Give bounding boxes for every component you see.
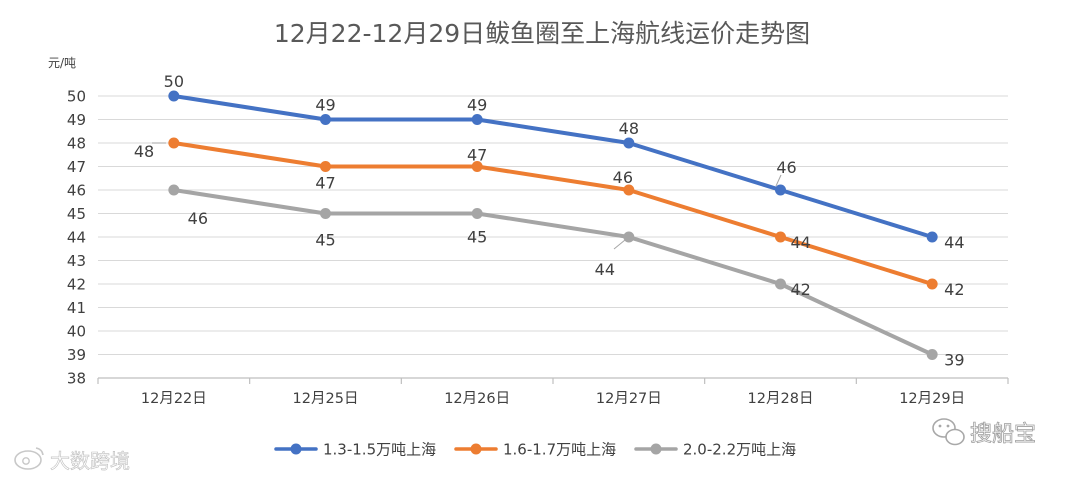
- data-point[interactable]: [926, 349, 938, 360]
- x-tick-label: 12月22日: [141, 391, 207, 407]
- gridlines: [98, 95, 1008, 355]
- data-label: 39: [944, 351, 964, 370]
- data-label: 42: [791, 280, 811, 299]
- y-tick-label: 45: [67, 205, 86, 223]
- legend-item-series-2[interactable]: 1.6-1.7万吨上海: [454, 441, 616, 459]
- y-tick-label: 43: [67, 252, 86, 270]
- legend-item-series-3[interactable]: 2.0-2.2万吨上海: [634, 441, 796, 459]
- data-label: 45: [315, 231, 335, 250]
- y-tick-label: 42: [67, 276, 86, 294]
- data-point[interactable]: [623, 231, 635, 243]
- legend-marker-series-1: [290, 443, 302, 455]
- y-tick-label: 38: [67, 370, 86, 388]
- data-label: 42: [944, 280, 964, 299]
- data-label: 50: [164, 72, 184, 91]
- data-point[interactable]: [471, 161, 483, 172]
- data-point[interactable]: [168, 184, 180, 196]
- data-label: 44: [944, 233, 964, 252]
- series-line-2: [171, 141, 935, 286]
- data-label: 48: [619, 119, 639, 138]
- weibo-logo-icon: [14, 447, 44, 470]
- legend-label-series-1: 1.3-1.5万吨上海: [323, 441, 436, 459]
- legend-label-series-2: 1.6-1.7万吨上海: [503, 441, 616, 459]
- data-label: 46: [776, 158, 796, 177]
- data-point[interactable]: [168, 137, 180, 149]
- data-label: 46: [613, 168, 633, 187]
- data-point[interactable]: [471, 208, 483, 219]
- wechat-logo-icon: [932, 418, 965, 446]
- data-label: 49: [315, 96, 335, 115]
- series-line-3: [171, 188, 935, 357]
- data-label: 49: [467, 96, 487, 115]
- data-point[interactable]: [320, 114, 331, 125]
- y-tick-label: 40: [67, 323, 86, 341]
- label-leader-line: [613, 239, 626, 250]
- data-labels: 50 49 49 48 46 44 48 47 47 46 44 42 46 45 45 44 42 39: [134, 72, 965, 370]
- data-label: 44: [791, 233, 811, 252]
- label-leader-line: [775, 174, 782, 187]
- y-tick-label: 46: [67, 182, 86, 200]
- x-tick-label: 12月25日: [293, 391, 359, 407]
- x-tick-label: 12月28日: [748, 391, 814, 407]
- data-label: 46: [188, 209, 208, 228]
- legend-marker-series-2: [470, 443, 482, 455]
- watermark-left: 大数跨境: [14, 447, 130, 473]
- data-point[interactable]: [623, 137, 635, 149]
- data-label: 44: [595, 260, 615, 279]
- legend: 1.3-1.5万吨上海 1.6-1.7万吨上海 2.0-2.2万吨上海: [274, 441, 796, 459]
- data-point[interactable]: [320, 208, 331, 219]
- y-tick-label: 39: [67, 346, 86, 364]
- data-point[interactable]: [775, 184, 786, 196]
- legend-marker-series-3: [650, 443, 662, 455]
- data-point[interactable]: [926, 278, 938, 290]
- data-label: 47: [467, 146, 487, 165]
- y-tick-label: 48: [67, 135, 86, 153]
- x-tick-labels: 12月22日 12月25日 12月26日 12月27日 12月28日 12月29日: [141, 391, 965, 407]
- series-lines: [168, 90, 938, 360]
- series-line-1: [171, 94, 935, 239]
- x-tick-label: 12月26日: [444, 391, 510, 407]
- y-axis-unit-label: 元/吨: [48, 56, 76, 70]
- x-tick-label: 12月27日: [596, 391, 662, 407]
- data-point[interactable]: [320, 161, 331, 172]
- data-point[interactable]: [623, 184, 635, 196]
- y-tick-label: 41: [67, 299, 86, 317]
- watermark-right: 搜船宝: [932, 418, 1036, 447]
- chart-title: 12月22-12月29日鲅鱼圈至上海航线运价走势图: [274, 19, 810, 48]
- watermark-right-text: 搜船宝: [970, 422, 1036, 447]
- data-label: 45: [467, 228, 487, 247]
- data-label: 47: [315, 174, 335, 193]
- data-point[interactable]: [926, 231, 938, 243]
- x-tick-label: 12月29日: [899, 391, 965, 407]
- data-point[interactable]: [775, 278, 786, 290]
- data-point[interactable]: [168, 90, 180, 102]
- y-tick-label: 44: [67, 229, 86, 247]
- watermark-left-text: 大数跨境: [50, 449, 130, 473]
- axes: [97, 377, 1009, 384]
- data-point[interactable]: [471, 114, 483, 125]
- data-label: 48: [134, 142, 154, 161]
- y-tick-labels: 38 39 40 41 42 43 44 45 46 47 48 49 50: [67, 88, 86, 388]
- y-tick-label: 47: [67, 158, 86, 176]
- legend-label-series-3: 2.0-2.2万吨上海: [683, 441, 796, 459]
- legend-item-series-1[interactable]: 1.3-1.5万吨上海: [274, 441, 436, 459]
- data-point[interactable]: [775, 231, 786, 243]
- y-tick-label: 50: [67, 88, 86, 106]
- y-tick-label: 49: [67, 111, 86, 129]
